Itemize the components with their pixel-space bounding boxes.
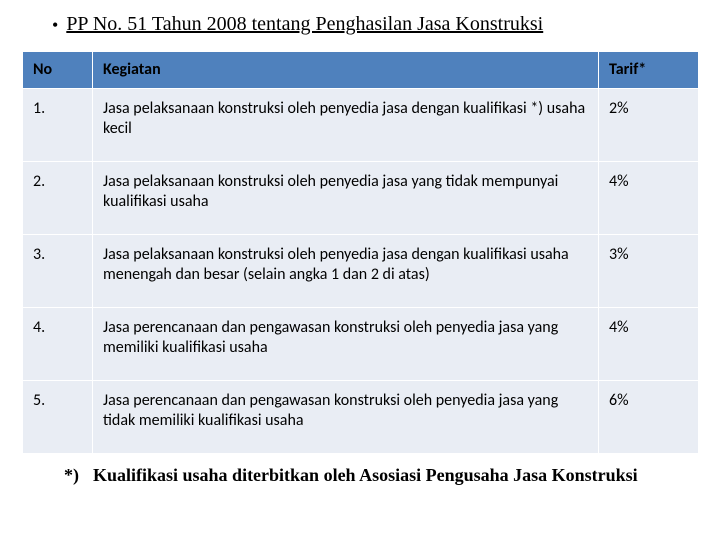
cell-kegiatan: Jasa pelaksanaan konstruksi oleh penyedi… bbox=[93, 162, 599, 235]
footnote-mark: *) bbox=[64, 464, 79, 487]
footnote: *) Kualifikasi usaha diterbitkan oleh As… bbox=[64, 464, 698, 487]
table-row: 3. Jasa pelaksanaan konstruksi oleh peny… bbox=[23, 235, 699, 308]
cell-no: 5. bbox=[23, 381, 93, 454]
cell-tarif: 2% bbox=[599, 89, 699, 162]
cell-kegiatan: Jasa perencanaan dan pengawasan konstruk… bbox=[93, 381, 599, 454]
table-row: 2. Jasa pelaksanaan konstruksi oleh peny… bbox=[23, 162, 699, 235]
slide-title: • PP No. 51 Tahun 2008 tentang Penghasil… bbox=[52, 12, 698, 37]
cell-kegiatan: Jasa perencanaan dan pengawasan konstruk… bbox=[93, 308, 599, 381]
cell-no: 1. bbox=[23, 89, 93, 162]
cell-tarif: 6% bbox=[599, 381, 699, 454]
cell-kegiatan: Jasa pelaksanaan konstruksi oleh penyedi… bbox=[93, 89, 599, 162]
footnote-text: Kualifikasi usaha diterbitkan oleh Asosi… bbox=[93, 464, 653, 487]
slide-page: • PP No. 51 Tahun 2008 tentang Penghasil… bbox=[0, 0, 720, 540]
bullet-icon: • bbox=[52, 12, 58, 37]
tarif-table: No Kegiatan Tarif* 1. Jasa pelaksanaan k… bbox=[22, 51, 699, 454]
table-header-row: No Kegiatan Tarif* bbox=[23, 52, 699, 89]
table-row: 4. Jasa perencanaan dan pengawasan konst… bbox=[23, 308, 699, 381]
cell-tarif: 4% bbox=[599, 308, 699, 381]
col-header-tarif: Tarif* bbox=[599, 52, 699, 89]
title-text: PP No. 51 Tahun 2008 tentang Penghasilan… bbox=[66, 12, 543, 37]
cell-no: 2. bbox=[23, 162, 93, 235]
col-header-no: No bbox=[23, 52, 93, 89]
cell-tarif: 4% bbox=[599, 162, 699, 235]
cell-no: 4. bbox=[23, 308, 93, 381]
col-header-kegiatan: Kegiatan bbox=[93, 52, 599, 89]
cell-no: 3. bbox=[23, 235, 93, 308]
cell-kegiatan: Jasa pelaksanaan konstruksi oleh penyedi… bbox=[93, 235, 599, 308]
table-row: 5. Jasa perencanaan dan pengawasan konst… bbox=[23, 381, 699, 454]
table-row: 1. Jasa pelaksanaan konstruksi oleh peny… bbox=[23, 89, 699, 162]
cell-tarif: 3% bbox=[599, 235, 699, 308]
